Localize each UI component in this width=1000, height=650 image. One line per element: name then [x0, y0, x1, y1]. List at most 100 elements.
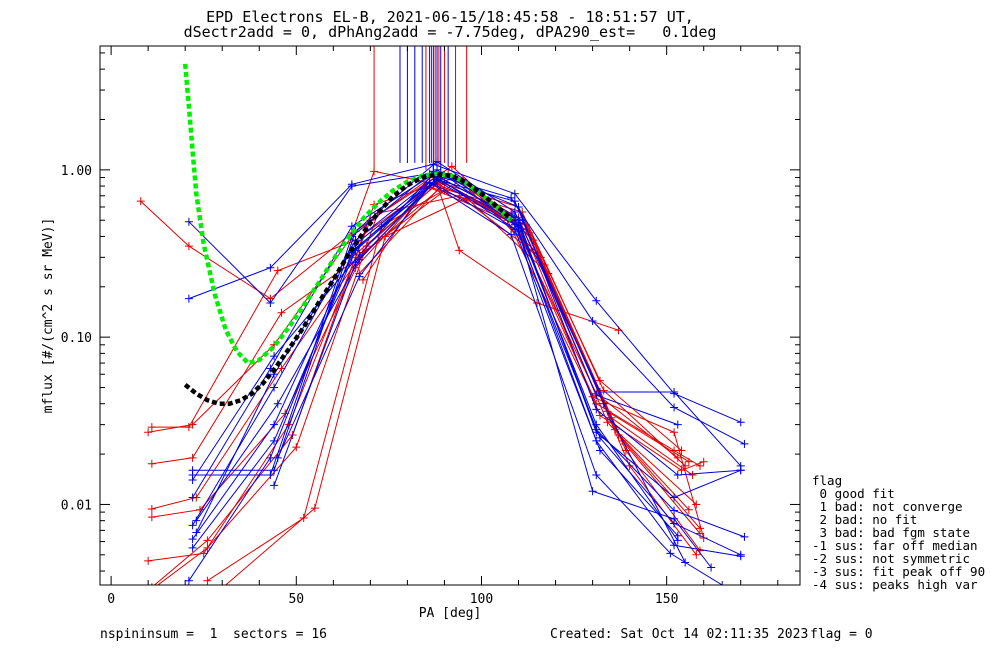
data-point	[596, 446, 604, 455]
data-point	[510, 189, 519, 198]
data-point	[588, 487, 597, 496]
data-point	[184, 242, 193, 251]
data-point	[203, 536, 212, 545]
data-point	[270, 420, 279, 429]
data-point	[211, 590, 219, 598]
data-point	[188, 453, 197, 462]
data-series-line	[192, 180, 741, 556]
data-series-line	[192, 175, 741, 526]
data-point	[147, 504, 156, 513]
data-point	[673, 531, 682, 540]
data-point	[673, 470, 682, 479]
data-point	[266, 263, 275, 272]
data-series-line	[188, 173, 745, 445]
data-point	[358, 275, 367, 284]
data-point	[270, 383, 279, 392]
chart-title-line-2: dSectr2add = 0, dPhAng2add = -7.75deg, d…	[183, 23, 717, 41]
data-point	[455, 246, 464, 255]
data-point	[681, 558, 690, 567]
data-point	[351, 258, 360, 267]
chart-title-line-1: EPD Electrons EL-B, 2021-06-15/18:45:58 …	[206, 8, 694, 26]
data-point	[144, 556, 153, 565]
data-point	[736, 552, 745, 561]
data-point	[188, 521, 197, 530]
footer-spin-info: nspininsum = 1 sectors = 16	[100, 627, 327, 642]
legend-item: -1 sus: far off median	[812, 538, 978, 553]
data-series-line	[151, 187, 686, 467]
data-point	[347, 222, 356, 231]
data-point	[718, 581, 727, 585]
data-point	[184, 423, 193, 432]
data-series-line	[153, 176, 701, 585]
legend-item: -4 sus: peaks high var	[812, 577, 978, 592]
data-point	[666, 549, 675, 558]
legend-item: 3 bad: bad fgm state	[812, 525, 971, 540]
data-point	[592, 391, 601, 400]
data-series-line	[151, 172, 693, 518]
x-tick-label: 150	[655, 592, 678, 607]
legend-item: -3 sus: fit peak off 90	[812, 564, 986, 579]
x-tick-label: 100	[470, 592, 493, 607]
data-series-line	[195, 178, 745, 538]
footer-flag: flag = 0	[810, 627, 873, 642]
data-point	[192, 516, 201, 525]
legend-item: 1 bad: not converge	[812, 499, 963, 514]
data-point	[184, 294, 193, 303]
data-point	[518, 216, 527, 225]
data-point	[670, 428, 679, 437]
data-series-line	[148, 175, 679, 459]
y-tick-label: 0.10	[61, 331, 92, 346]
data-point	[510, 225, 519, 234]
data-point	[670, 403, 679, 412]
data-point	[670, 493, 679, 502]
data-point	[292, 443, 301, 452]
data-point	[270, 466, 279, 475]
data-point	[599, 386, 608, 395]
data-point	[355, 272, 364, 281]
data-point	[670, 446, 679, 455]
data-point	[514, 227, 523, 236]
data-point	[147, 459, 156, 468]
data-point	[592, 420, 601, 429]
data-point	[273, 266, 282, 275]
black-fit-curve	[183, 172, 513, 406]
data-series-line	[351, 183, 704, 471]
data-point	[740, 439, 749, 448]
data-point	[192, 528, 201, 537]
data-point	[273, 399, 282, 408]
data-series-line	[273, 179, 678, 486]
data-series-line	[157, 195, 701, 585]
x-tick-label: 0	[107, 592, 115, 607]
data-point	[692, 550, 701, 559]
data-point	[699, 457, 708, 466]
data-point	[273, 453, 282, 462]
data-point	[670, 388, 679, 397]
data-point	[184, 576, 193, 585]
x-axis-label: PA [deg]	[419, 606, 482, 621]
data-point	[588, 316, 597, 325]
data-point	[266, 470, 275, 479]
green-fit-curve	[182, 63, 513, 366]
y-tick-label: 0.01	[61, 498, 92, 513]
data-point	[266, 299, 275, 308]
data-point	[136, 197, 145, 206]
legend-item: 0 good fit	[812, 486, 895, 501]
data-series-line	[188, 163, 741, 423]
data-point	[603, 418, 612, 427]
data-point	[144, 428, 153, 437]
data-point	[270, 352, 279, 361]
data-point	[277, 308, 286, 317]
data-point	[592, 405, 601, 414]
data-point	[670, 506, 679, 515]
data-point	[370, 167, 379, 176]
data-series-line	[188, 181, 723, 585]
legend-item: -2 sus: not symmetric	[812, 551, 971, 566]
data-series-line	[207, 178, 701, 582]
data-point	[507, 230, 516, 239]
data-point	[188, 493, 197, 502]
data-point	[688, 470, 697, 479]
data-point	[625, 461, 634, 470]
data-point	[447, 162, 456, 171]
data-point	[699, 534, 708, 543]
